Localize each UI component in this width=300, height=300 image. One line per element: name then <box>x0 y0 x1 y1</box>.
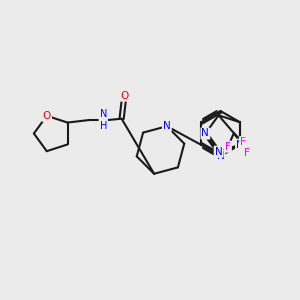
Text: N: N <box>215 147 223 157</box>
Text: N: N <box>236 140 244 150</box>
Text: F: F <box>244 148 250 158</box>
Text: O: O <box>120 91 128 100</box>
Text: N: N <box>202 128 209 139</box>
Text: N: N <box>217 151 224 161</box>
Text: F: F <box>225 142 231 152</box>
Text: O: O <box>43 111 51 121</box>
Text: N
H: N H <box>100 109 107 131</box>
Text: N: N <box>163 121 171 131</box>
Text: F: F <box>240 137 246 147</box>
